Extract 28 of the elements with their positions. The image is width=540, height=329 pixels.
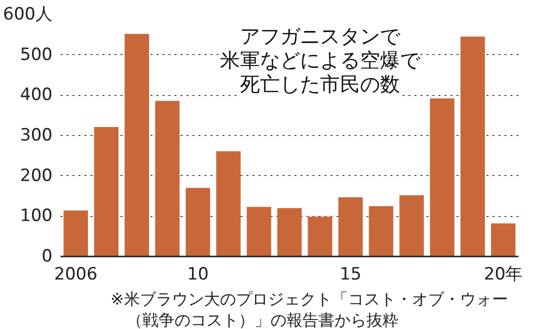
y-tick-label: 200 <box>20 166 53 186</box>
bar <box>124 34 150 256</box>
bar <box>430 98 454 256</box>
bar <box>216 151 241 256</box>
bar <box>186 188 210 256</box>
bar <box>399 195 424 256</box>
bar <box>460 36 485 256</box>
bar <box>155 100 180 256</box>
bar <box>308 216 332 256</box>
bar <box>491 223 516 256</box>
y-tick-label: 600人 <box>3 4 53 24</box>
y-tick-label: 400 <box>20 85 53 106</box>
bar <box>277 208 302 256</box>
bar <box>94 127 119 256</box>
bar <box>64 210 88 256</box>
y-tick-label: 500 <box>20 44 53 65</box>
y-tick-label: 100 <box>20 206 53 226</box>
bar <box>368 206 394 256</box>
bar <box>246 206 272 256</box>
bar <box>338 197 363 256</box>
x-tick-label: 10 <box>187 264 209 284</box>
y-tick-label: 0 <box>42 246 53 266</box>
x-tick-label: 15 <box>340 264 362 284</box>
x-tick-label: 2006 <box>54 264 98 284</box>
y-tick-label: 300 <box>20 126 53 146</box>
text: ※米ブラウン大のプロジェクト「コスト・オブ・ウォー（戦争のコスト）」の報告書から抜粋 <box>110 290 508 329</box>
text: アフガニスタンで米軍などによる空爆で死亡した市民の数 <box>220 24 422 96</box>
x-tick-label: 20年 <box>484 264 523 284</box>
